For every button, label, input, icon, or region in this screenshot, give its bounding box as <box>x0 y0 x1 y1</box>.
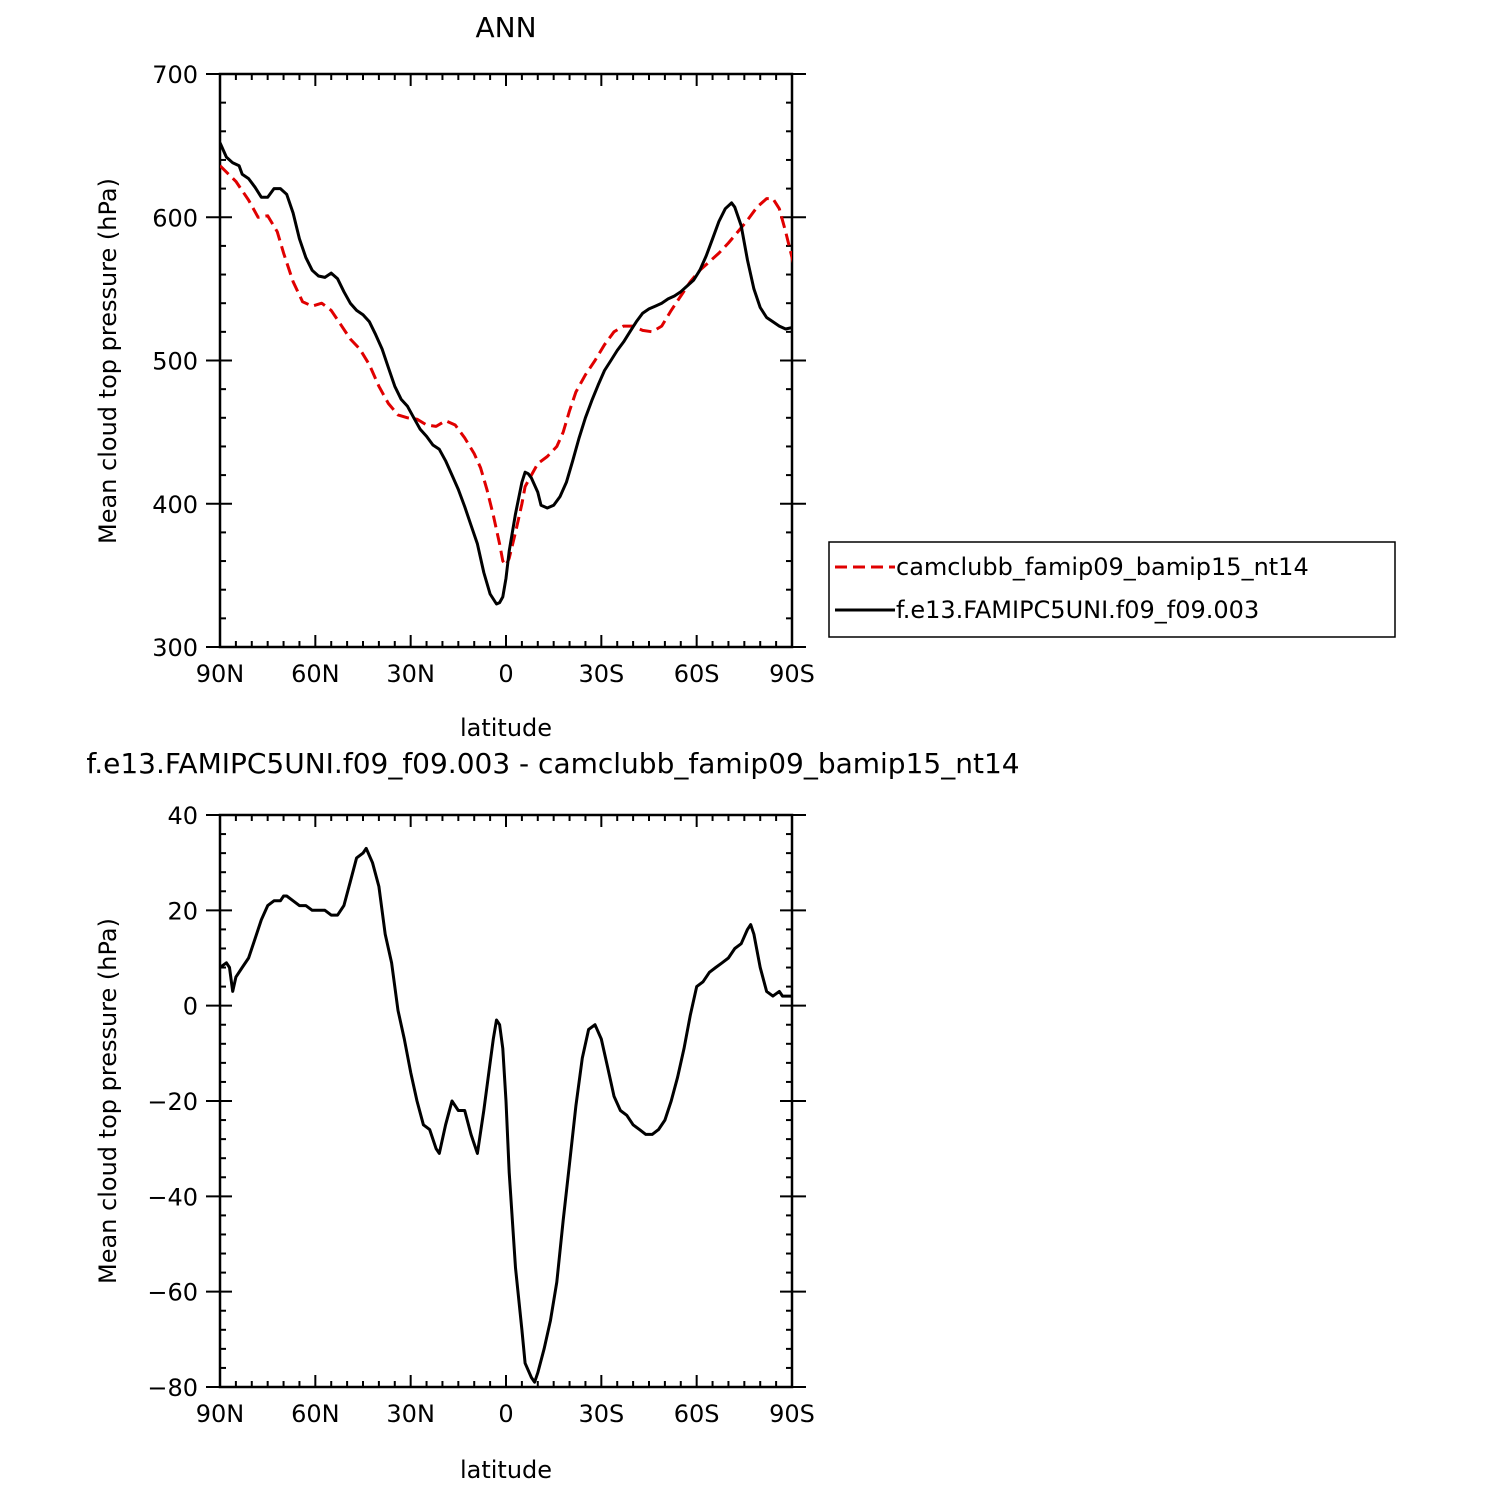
top-x-tick-label: 30N <box>386 660 435 688</box>
legend-label-series-2: f.e13.FAMIPC5UNI.f09_f09.003 <box>896 596 1259 624</box>
top-y-tick-label: 400 <box>152 491 198 519</box>
top-panel: ANN 90N 60N 30N 0 30S 60S 90S 300 400 500 600 700 l… <box>94 11 815 742</box>
top-x-tick-label: 60N <box>291 660 340 688</box>
bottom-y-tick-label: 20 <box>167 897 198 925</box>
top-x-axis-title: latitude <box>460 714 552 742</box>
bottom-panel: f.e13.FAMIPC5UNI.f09_f09.003 - camclubb_… <box>86 747 1019 1484</box>
top-y-tick-label: 300 <box>152 634 198 662</box>
bottom-x-tick-label: 0 <box>498 1400 513 1428</box>
bottom-x-tick-label: 60N <box>291 1400 340 1428</box>
top-series-line-2 <box>220 142 792 606</box>
top-plot-frame <box>218 72 794 649</box>
bottom-y-tick-label: 40 <box>167 802 198 830</box>
bottom-y-tick-label: −80 <box>147 1374 198 1402</box>
top-x-tick-label: 60S <box>674 660 720 688</box>
bottom-x-tick-label: 60S <box>674 1400 720 1428</box>
bottom-y-tick-label: −20 <box>147 1088 198 1116</box>
bottom-y-tick-label: 0 <box>183 993 198 1021</box>
top-y-tick-label: 600 <box>152 204 198 232</box>
bottom-y-tick-label: −60 <box>147 1279 198 1307</box>
top-x-tick-label: 90S <box>769 660 815 688</box>
top-plot-title: ANN <box>475 11 536 44</box>
bottom-series-line-1 <box>220 846 792 1384</box>
legend-label-series-1: camclubb_famip09_bamip15_nt14 <box>896 553 1309 581</box>
bottom-plot-area: 90N 60N 30N 0 30S 60S 90S −80 −60 −40 −20 0 20 40 <box>147 802 815 1428</box>
top-x-tick-label: 90N <box>196 660 245 688</box>
legend: camclubb_famip09_bamip15_nt14 f.e13.FAMI… <box>828 541 1396 638</box>
bottom-y-axis-title: Mean cloud top pressure (hPa) <box>94 918 122 1284</box>
bottom-x-tick-label: 30S <box>578 1400 624 1428</box>
top-y-tick-label: 500 <box>152 348 198 376</box>
top-y-tick-label: 700 <box>152 61 198 89</box>
bottom-x-tick-label: 90S <box>769 1400 815 1428</box>
top-x-tick-label: 30S <box>578 660 624 688</box>
bottom-plot-title: f.e13.FAMIPC5UNI.f09_f09.003 - camclubb_… <box>86 747 1019 780</box>
bottom-x-axis-title: latitude <box>460 1456 552 1484</box>
top-series-line-1 <box>220 164 792 567</box>
bottom-x-tick-label: 90N <box>196 1400 245 1428</box>
top-x-tick-label: 0 <box>498 660 513 688</box>
bottom-x-tick-label: 30N <box>386 1400 435 1428</box>
legend-box <box>828 541 1396 638</box>
bottom-y-tick-label: −40 <box>147 1183 198 1211</box>
top-y-axis-title: Mean cloud top pressure (hPa) <box>94 178 122 544</box>
top-plot-area: 90N 60N 30N 0 30S 60S 90S 300 400 500 600 700 <box>152 61 815 688</box>
